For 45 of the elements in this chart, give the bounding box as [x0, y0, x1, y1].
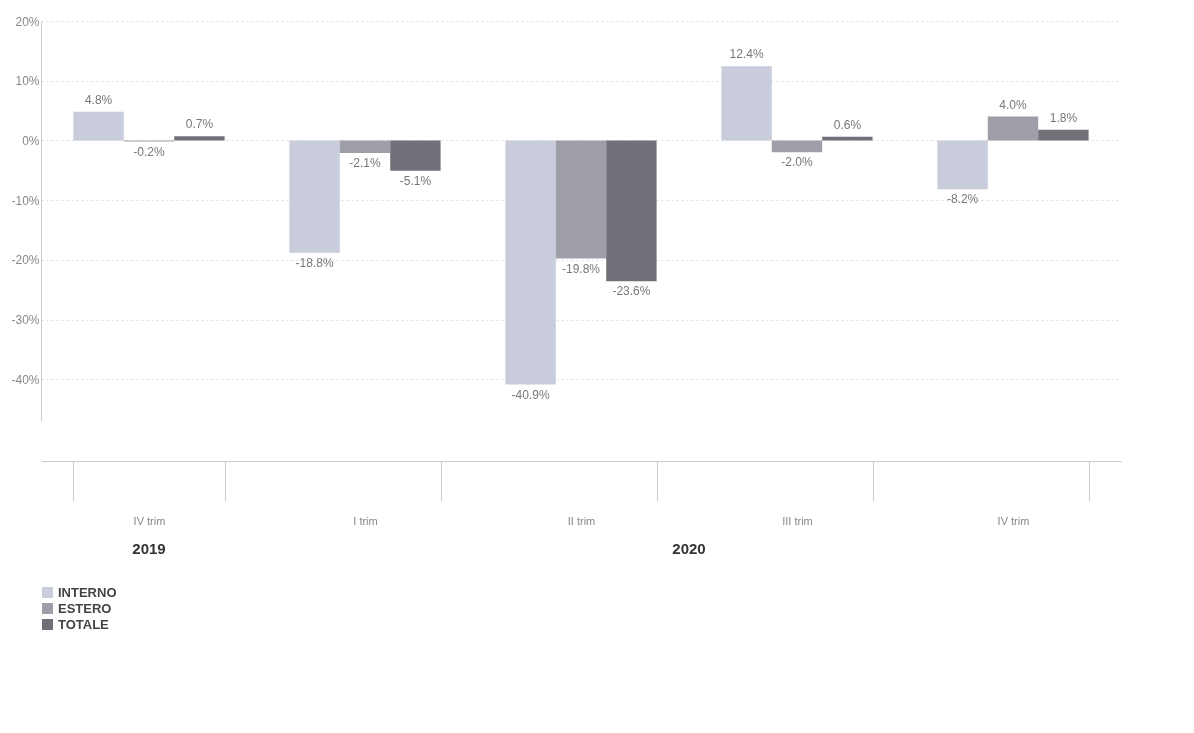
text: 2020 — [672, 540, 706, 557]
legend-label: ESTERO — [58, 600, 112, 616]
data-label: -2.0% — [781, 155, 813, 170]
x-tick-label: III trim — [782, 514, 813, 527]
legend-label: INTERNO — [58, 584, 117, 600]
x-tick-label: IV trim — [997, 514, 1030, 527]
data-label: 0.6% — [833, 117, 862, 132]
bar — [289, 140, 340, 253]
bar — [771, 140, 823, 153]
y-tick-label: 0% — [22, 133, 40, 148]
data-label: -18.8% — [295, 255, 334, 270]
y-tick-label: -10% — [11, 193, 40, 208]
y-tick-label: -40% — [11, 372, 40, 387]
bar — [1038, 129, 1089, 141]
bar — [73, 111, 124, 141]
data-label: -0.2% — [133, 144, 165, 159]
data-label: -19.8% — [561, 261, 601, 276]
legend-label: TOTALE — [58, 616, 110, 632]
data-label: -8.2% — [946, 192, 979, 207]
x-tick-label: II trim — [567, 514, 596, 527]
data-label: 0.7% — [185, 117, 214, 132]
data-label: -5.1% — [399, 173, 432, 188]
bar — [174, 136, 225, 141]
data-label: 4.0% — [999, 97, 1027, 112]
bar — [721, 66, 772, 141]
data-label: -2.1% — [349, 155, 381, 170]
y-tick-label: -20% — [11, 253, 40, 268]
x-tick-label: IV trim — [133, 514, 166, 527]
bar — [339, 140, 391, 153]
y-tick-label: 10% — [15, 74, 40, 89]
text: 2019 — [132, 540, 166, 557]
bar — [505, 140, 556, 385]
x-tick-label: I trim — [353, 514, 378, 527]
data-label: -23.6% — [612, 284, 651, 299]
y-tick-label: 20% — [15, 14, 40, 29]
y-tick-label: -30% — [11, 313, 40, 328]
data-label: 1.8% — [1049, 110, 1078, 125]
data-label: 12.4% — [729, 47, 764, 62]
bar — [390, 140, 441, 171]
bar — [606, 140, 657, 282]
bar — [555, 140, 607, 259]
bar — [987, 116, 1039, 141]
bar — [937, 140, 988, 190]
data-label: -40.9% — [511, 387, 550, 402]
data-label: 4.8% — [84, 92, 113, 107]
